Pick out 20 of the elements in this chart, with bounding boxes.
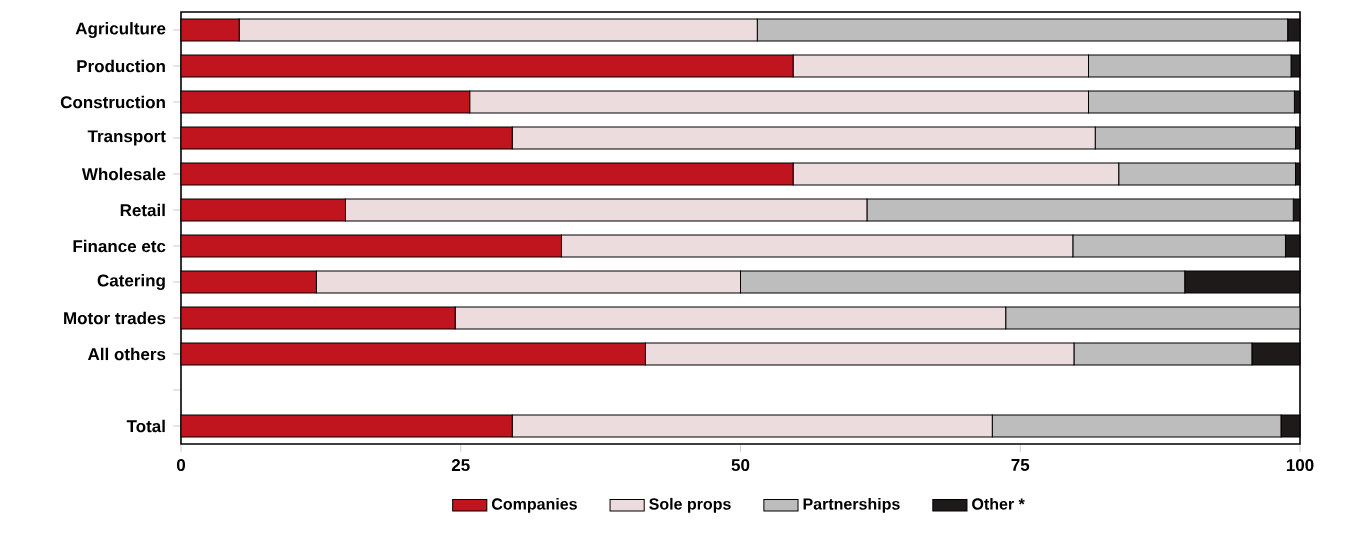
y-tick-label: Agriculture (75, 22, 166, 38)
y-tick-label: Catering (97, 274, 165, 290)
x-tick-label: 25 (451, 459, 470, 472)
x-tick-label: 75 (1011, 459, 1030, 471)
y-tick-label: Wholesale (81, 167, 166, 181)
y-tick-label: Transport (87, 130, 166, 146)
x-tick-label: 50 (731, 459, 750, 472)
y-tick-label: Motor trades (64, 311, 166, 325)
y-tick-label: Finance etc (73, 239, 166, 253)
y-tick-label: Construction (60, 95, 165, 109)
x-tick-label: 100 (1286, 459, 1314, 472)
legend-label: Companies (491, 497, 577, 513)
y-tick-label: Total (126, 419, 165, 433)
y-tick-label: All others (87, 347, 166, 361)
legend-label: Other * (972, 497, 1025, 510)
legend-label: Partnerships (803, 497, 900, 513)
y-tick-label: Production (77, 59, 165, 73)
legend-label: Sole props (649, 497, 731, 513)
x-tick-label: 0 (176, 459, 186, 472)
y-tick-label: Retail (120, 203, 165, 217)
